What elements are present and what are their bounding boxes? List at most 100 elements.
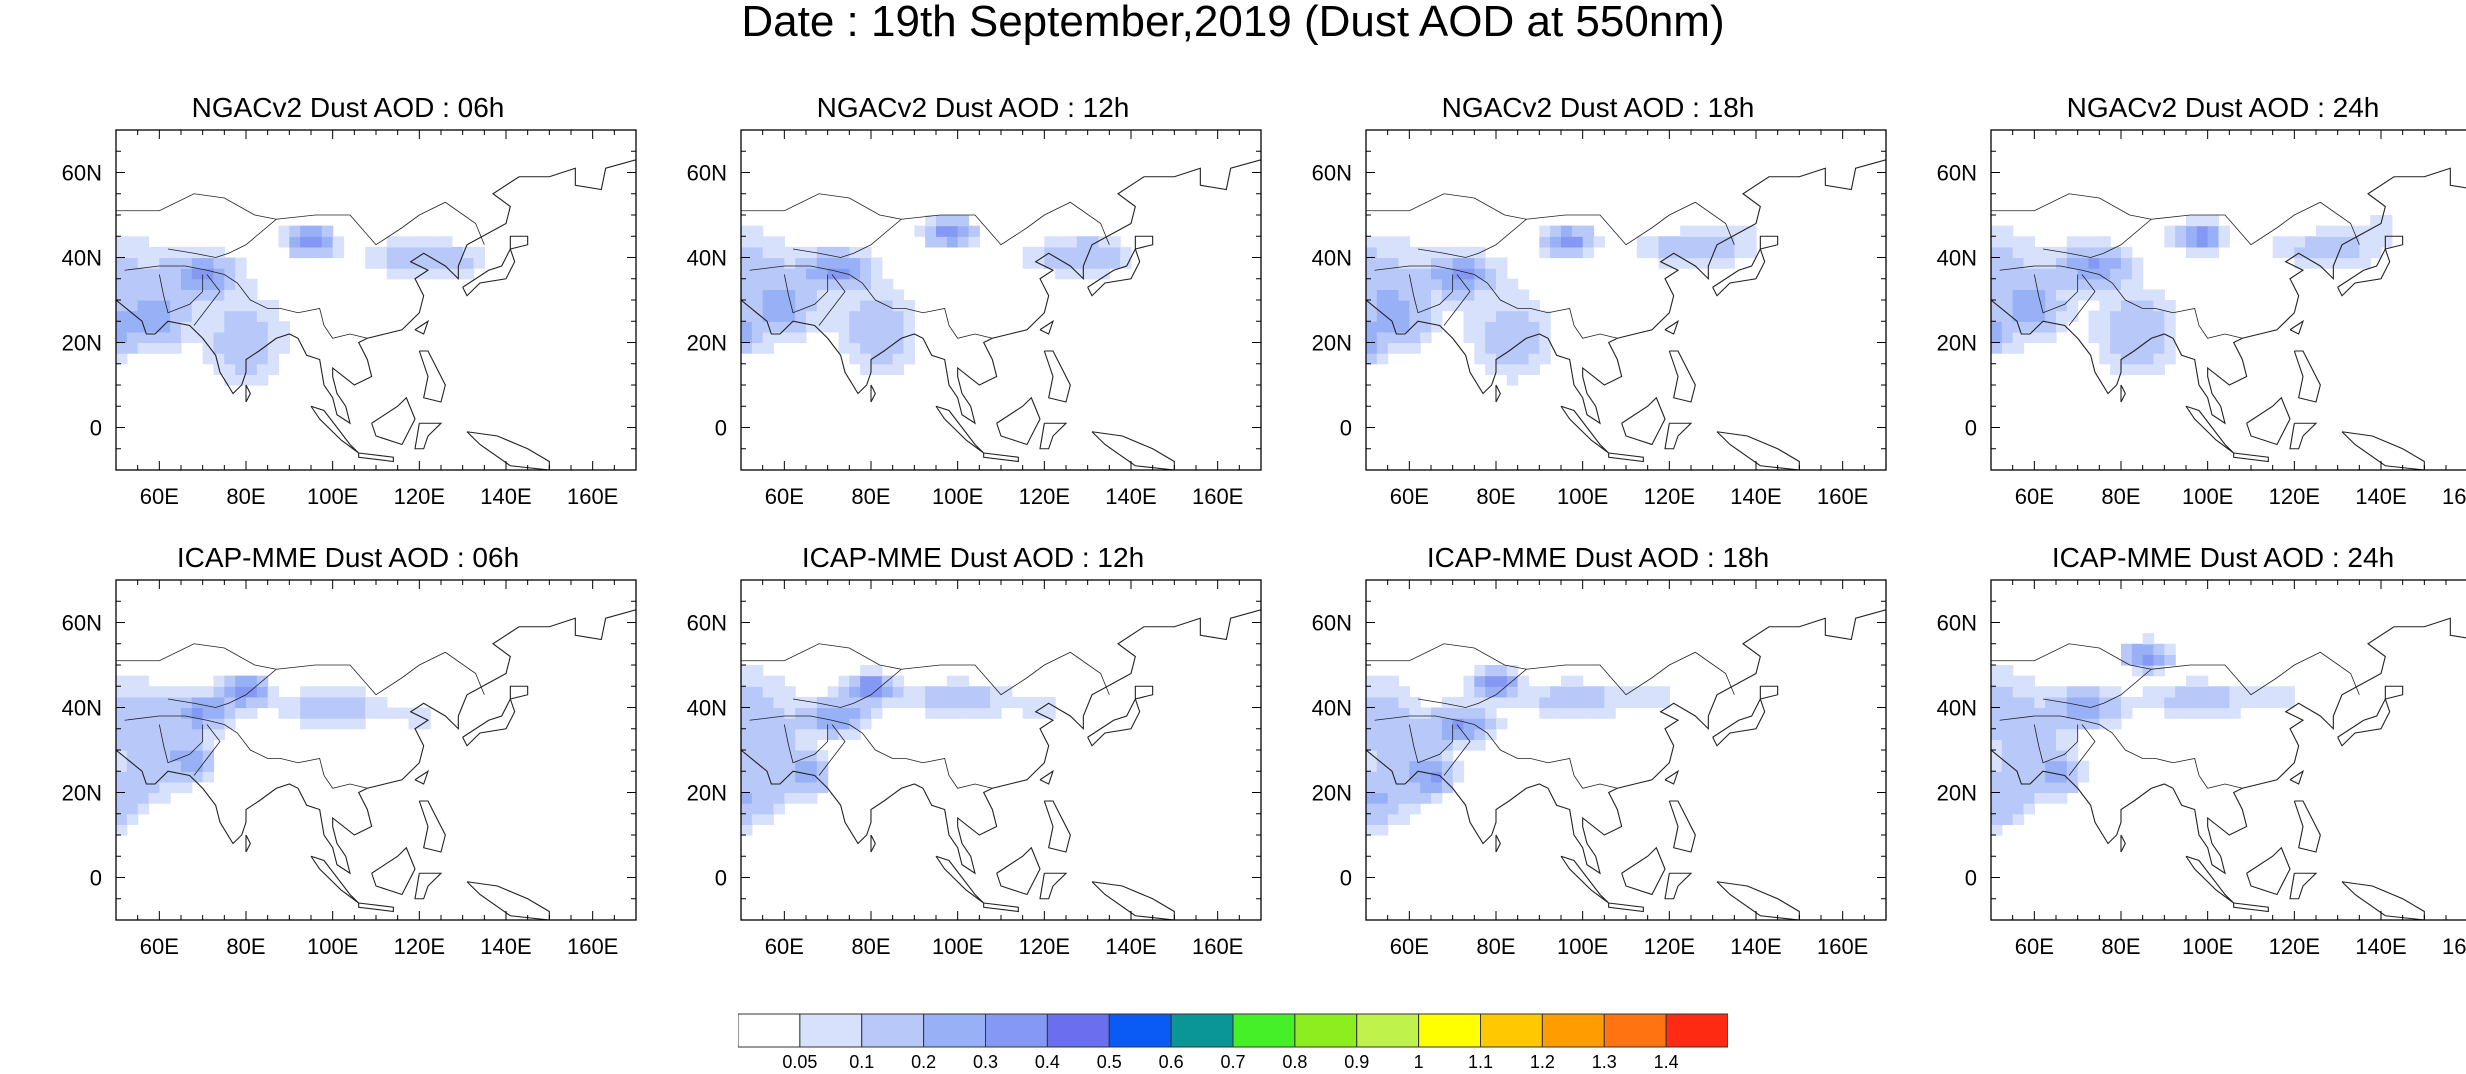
aod-cell: [170, 707, 182, 719]
aod-cell: [2012, 781, 2025, 794]
aod-cell: [148, 246, 160, 259]
aod-cell: [2045, 750, 2057, 762]
aod-cell: [126, 739, 139, 751]
aod-cell: [202, 771, 215, 783]
aod-cell: [419, 246, 431, 259]
aod-cell: [773, 707, 785, 719]
aod-cell: [838, 675, 850, 687]
aod-cell: [2023, 728, 2035, 740]
aod-cell: [1366, 728, 1378, 740]
x-tick-label: 80E: [851, 484, 890, 509]
aod-cell: [871, 289, 883, 301]
aod-cell: [148, 739, 160, 751]
aod-cell: [1366, 342, 1378, 354]
aod-cell: [148, 268, 160, 280]
aod-cell: [741, 675, 753, 687]
aod-cell: [2316, 246, 2328, 259]
aod-cell: [773, 686, 785, 698]
aod-cell: [827, 321, 840, 333]
aod-cell: [1376, 246, 1389, 259]
colorbar-swatch: [1170, 1013, 1234, 1048]
aod-cell: [957, 236, 970, 248]
aod-cell: [1109, 257, 1121, 269]
aod-cell: [1420, 268, 1432, 280]
aod-cell: [2056, 792, 2068, 804]
aod-cell: [2066, 696, 2079, 709]
aod-cell: [148, 750, 160, 762]
aod-cell: [148, 728, 160, 740]
aod-cell: [2337, 236, 2350, 248]
aod-cell: [1441, 257, 1454, 269]
border-line: [1374, 715, 1618, 789]
aod-cell: [148, 707, 160, 719]
aod-cell: [1452, 718, 1465, 730]
aod-cell: [2326, 246, 2339, 259]
aod-cell: [751, 257, 764, 269]
aod-cell: [1044, 257, 1056, 269]
aod-cell: [806, 739, 818, 751]
aod-cell: [2261, 686, 2274, 698]
coastline: [1495, 834, 1501, 853]
aod-cell: [224, 686, 236, 698]
aod-cell: [741, 739, 753, 751]
aod-cell: [2088, 696, 2100, 709]
aod-cell: [2056, 771, 2068, 783]
aod-cell: [860, 321, 872, 333]
aod-cell: [2110, 257, 2122, 269]
aod-cell: [126, 246, 139, 259]
aod-cell: [762, 739, 775, 751]
aod-cell: [2066, 268, 2079, 280]
aod-cell: [751, 686, 764, 698]
x-tick-label: 80E: [1476, 934, 1515, 959]
aod-cell: [1109, 246, 1121, 259]
aod-cell: [1387, 760, 1400, 772]
panel-title: NGACv2 Dust AOD : 12h: [816, 92, 1130, 123]
border-line: [116, 193, 277, 220]
aod-cell: [354, 686, 366, 698]
aod-cell: [1636, 246, 1649, 259]
aod-cell: [795, 739, 807, 751]
aod-cell: [1485, 278, 1497, 290]
aod-cell: [1022, 246, 1035, 259]
coastline: [935, 405, 985, 454]
aod-cell: [2023, 696, 2035, 709]
colorbar-label: 1.2: [1529, 1052, 1555, 1072]
aod-cell: [2099, 331, 2111, 344]
aod-cell: [148, 289, 160, 301]
aod-cell: [1366, 310, 1378, 322]
aod-cell: [762, 686, 775, 698]
aod-cell: [1441, 771, 1454, 783]
aod-cell: [925, 215, 937, 227]
aod-cell: [946, 675, 959, 687]
aod-cell: [773, 310, 785, 322]
x-tick-label: 140E: [1730, 934, 1781, 959]
aod-cell: [1376, 696, 1389, 709]
aod-cell: [2088, 236, 2100, 248]
aod-cell: [2218, 236, 2230, 248]
aod-cell: [289, 696, 301, 709]
aod-cell: [903, 353, 915, 365]
aod-cell: [751, 236, 764, 248]
aod-cell: [1991, 342, 2003, 354]
aod-cell: [751, 760, 764, 772]
aod-cell: [2164, 331, 2176, 344]
aod-cell: [1376, 289, 1389, 301]
colorbar: [738, 1013, 1728, 1048]
aod-cell: [2316, 225, 2328, 237]
aod-cell: [376, 707, 388, 719]
aod-cell: [860, 686, 872, 698]
aod-cell: [784, 696, 796, 709]
aod-cell: [773, 718, 785, 730]
aod-cell: [1647, 696, 1660, 709]
aod-field: [116, 675, 431, 836]
aod-cell: [881, 289, 894, 301]
aod-cell: [235, 696, 247, 709]
aod-cell: [159, 696, 171, 709]
aod-cell: [1420, 760, 1432, 772]
aod-cell: [2045, 268, 2057, 280]
aod-cell: [1506, 331, 1519, 344]
aod-cell: [1991, 718, 2003, 730]
x-tick-label: 60E: [1390, 484, 1429, 509]
aod-cell: [2153, 321, 2165, 333]
aod-cell: [1701, 257, 1714, 269]
